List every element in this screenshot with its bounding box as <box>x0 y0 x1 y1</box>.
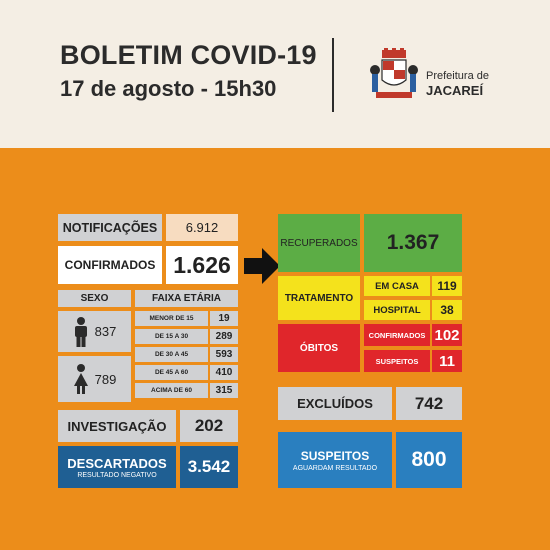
excluidos-label: EXCLUÍDOS <box>278 387 392 420</box>
descartados-sub: RESULTADO NEGATIVO <box>77 471 157 479</box>
suspeitos-box: SUSPEITOS AGUARDAM RESULTADO <box>278 432 392 488</box>
faixa-row-value: 289 <box>210 329 238 344</box>
tratamento-em-casa-label: EM CASA <box>364 276 430 296</box>
suspeitos-sub: AGUARDAM RESULTADO <box>292 464 378 472</box>
sexo-male-value: 837 <box>94 324 117 339</box>
tratamento-em-casa-value: 119 <box>432 276 462 296</box>
sexo-male: 837 <box>58 311 131 352</box>
obitos-suspeitos-value: 11 <box>432 350 462 372</box>
bulletin-date: 17 de agosto - 15h30 <box>60 76 277 101</box>
header-divider <box>332 38 334 112</box>
descartados-label: DESCARTADOS <box>67 455 167 471</box>
faixa-row-label: ACIMA DE 60 <box>135 383 208 398</box>
faixa-row-value: 410 <box>210 365 238 380</box>
investigacao-label: INVESTIGAÇÃO <box>58 410 176 442</box>
faixa-row-label: DE 30 A 45 <box>135 347 208 362</box>
suspeitos-label: SUSPEITOS <box>300 448 370 463</box>
faixa-row-value: 315 <box>210 383 238 398</box>
descartados-value: 3.542 <box>180 446 238 488</box>
sexo-label: SEXO <box>58 290 131 307</box>
obitos-confirmados-value: 102 <box>432 324 462 346</box>
city-prefix: Prefeitura de <box>426 70 489 82</box>
tratamento-label: TRATAMENTO <box>278 276 360 320</box>
notificacoes-label: NOTIFICAÇÕES <box>58 214 162 241</box>
city-name: JACAREÍ <box>426 83 484 98</box>
faixa-row-value: 593 <box>210 347 238 362</box>
female-person-icon <box>73 364 88 394</box>
faixa-etaria-label: FAIXA ETÁRIA <box>135 290 238 307</box>
descartados-box: DESCARTADOS RESULTADO NEGATIVO <box>58 446 176 488</box>
recuperados-value: 1.367 <box>364 214 462 272</box>
recuperados-label: RECUPERADOS <box>278 214 360 272</box>
city-crest-icon <box>370 48 418 98</box>
obitos-label: ÓBITOS <box>278 324 360 372</box>
confirmados-label: CONFIRMADOS <box>58 246 162 284</box>
sexo-female-value: 789 <box>94 371 117 387</box>
faixa-row-value: 19 <box>210 311 238 326</box>
excluidos-value: 742 <box>396 387 462 420</box>
faixa-row-label: MENOR DE 15 <box>135 311 208 326</box>
suspeitos-value: 800 <box>396 432 462 488</box>
obitos-confirmados-label: CONFIRMADOS <box>364 324 430 346</box>
notificacoes-value: 6.912 <box>166 214 238 241</box>
tratamento-hospital-label: HOSPITAL <box>364 300 430 320</box>
tratamento-hospital-value: 38 <box>432 300 462 320</box>
header-band <box>0 0 550 148</box>
faixa-row-label: DE 45 A 60 <box>135 365 208 380</box>
sexo-female: 789 <box>58 356 131 402</box>
confirmados-value: 1.626 <box>166 246 238 284</box>
page-title: BOLETIM COVID-19 <box>60 40 317 70</box>
obitos-suspeitos-label: SUSPEITOS <box>364 350 430 372</box>
faixa-row-label: DE 15 A 30 <box>135 329 208 344</box>
male-person-icon <box>74 316 87 347</box>
arrow-right-icon <box>244 248 280 284</box>
investigacao-value: 202 <box>180 410 238 442</box>
